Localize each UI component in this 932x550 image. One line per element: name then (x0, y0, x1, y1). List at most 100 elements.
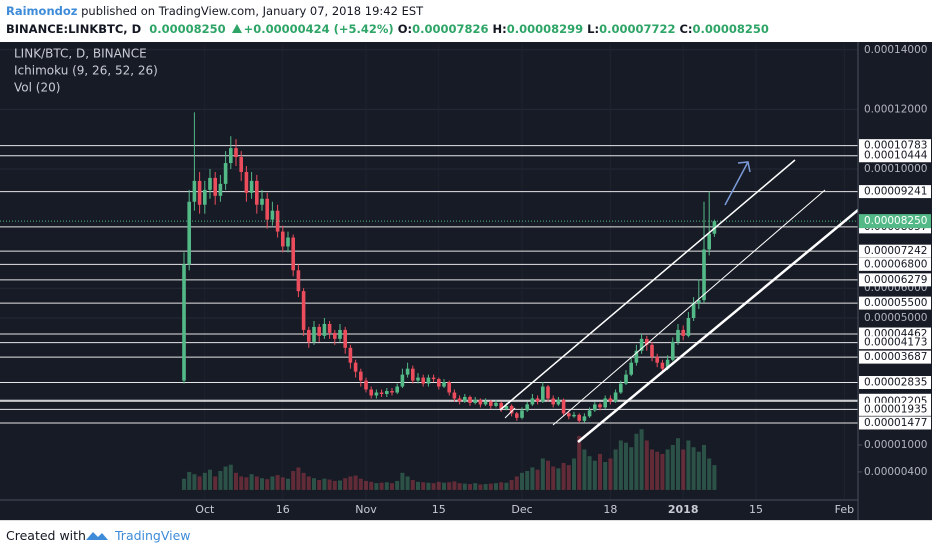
level-label-box (859, 296, 931, 310)
volume-bar (535, 469, 540, 490)
candle-body (509, 405, 514, 414)
candle-body (504, 405, 509, 409)
candle-body (593, 404, 597, 411)
indicator-label: Ichimoku (9, 26, 52, 26) (14, 64, 158, 78)
candle-body (229, 148, 233, 164)
candle-body (338, 329, 342, 339)
chart-background (0, 42, 932, 520)
level-label: 0.00006800 (864, 258, 927, 270)
candle-body (307, 329, 311, 342)
candle-body (634, 350, 639, 363)
candle-body (561, 399, 566, 414)
volume-bar (504, 482, 509, 490)
open-label: O: (397, 22, 413, 36)
level-label: 0.00010783 (864, 140, 927, 152)
level-label: 0.00002835 (864, 377, 927, 389)
volume-bar (296, 467, 301, 490)
candle-body (556, 399, 561, 405)
candle-body (395, 386, 399, 393)
x-tick-label: Oct (195, 503, 215, 516)
volume-bar (286, 478, 290, 490)
candle-body (249, 180, 254, 193)
volume-bar (665, 449, 670, 490)
volume-bar (561, 462, 566, 490)
candle-body (707, 233, 711, 250)
candle-body (192, 180, 197, 202)
candle-body (608, 398, 613, 402)
volume-bar (260, 478, 264, 490)
volume-bar (598, 453, 602, 490)
candle-body (437, 379, 441, 387)
candle-body (489, 401, 493, 406)
footer: Created with TradingView (0, 520, 932, 550)
x-tick-label: Feb (835, 503, 854, 516)
volume-bar (655, 451, 660, 490)
volume-bar (306, 476, 311, 490)
level-label: 0.00009241 (864, 186, 927, 198)
candle-body (431, 377, 436, 380)
level-label-box (859, 244, 931, 258)
volume-bar (644, 440, 649, 490)
candle-body (203, 189, 207, 205)
volume-bar (696, 451, 701, 490)
indicator-label: Vol (20) (14, 81, 60, 95)
volume-bar (592, 460, 597, 490)
chart: 0.000140000.000120000.000100000.00006000… (0, 42, 932, 520)
volume-bar (369, 481, 374, 490)
author[interactable]: Raimondoz (6, 4, 78, 18)
candle-body (650, 344, 654, 357)
volume-bar (457, 483, 462, 490)
level-label: 0.00001477 (864, 417, 927, 429)
candle-body (520, 410, 524, 418)
volume-bar (358, 478, 363, 490)
volume-bar (239, 476, 244, 490)
volume-bar (338, 480, 342, 490)
candle-body (691, 303, 696, 318)
volume-bar (462, 483, 467, 490)
level-label-box (859, 273, 931, 287)
volume-bar (509, 480, 514, 490)
y-tick-label: 0.00012000 (864, 103, 927, 115)
volume-bar (442, 482, 446, 490)
volume-bar (421, 482, 426, 490)
y-tick-label: 0.00005000 (864, 312, 927, 324)
last-price-box (859, 214, 931, 229)
candle-body (218, 183, 223, 196)
volume-bar (431, 483, 436, 490)
candle-body (572, 414, 576, 417)
volume-bar (556, 468, 561, 490)
candle-body (265, 198, 269, 220)
volume-bar (218, 471, 223, 490)
x-tick-label: 16 (276, 503, 290, 516)
volume-bar (244, 477, 249, 490)
volume-bar (343, 478, 348, 490)
candle-body (411, 368, 415, 381)
level-label-box (859, 350, 931, 364)
level-label-box (859, 257, 931, 271)
volume-bar (540, 458, 545, 490)
volume-bar (473, 483, 478, 490)
arrow (724, 161, 749, 206)
candle-body (197, 180, 202, 205)
volume-bar (379, 482, 384, 490)
volume-bar (364, 480, 368, 490)
candle-body (208, 177, 212, 190)
candle-body (442, 382, 446, 387)
channel-line (504, 407, 516, 419)
volume-bar (676, 438, 680, 490)
candle-body (390, 391, 394, 393)
volume-bar (608, 458, 613, 490)
candle-body (223, 163, 228, 184)
candle-body (494, 402, 498, 406)
x-tick-label: Dec (511, 503, 532, 516)
header: Raimondoz published on TradingView.com, … (0, 0, 932, 42)
volume-bar (249, 474, 254, 490)
volume-bar (332, 480, 337, 490)
x-tick-label: Nov (355, 503, 377, 516)
brand[interactable]: TradingView (115, 528, 191, 543)
candle-body (525, 404, 529, 411)
candle-body (587, 410, 592, 417)
channel-line (552, 189, 826, 426)
plot (0, 45, 858, 500)
